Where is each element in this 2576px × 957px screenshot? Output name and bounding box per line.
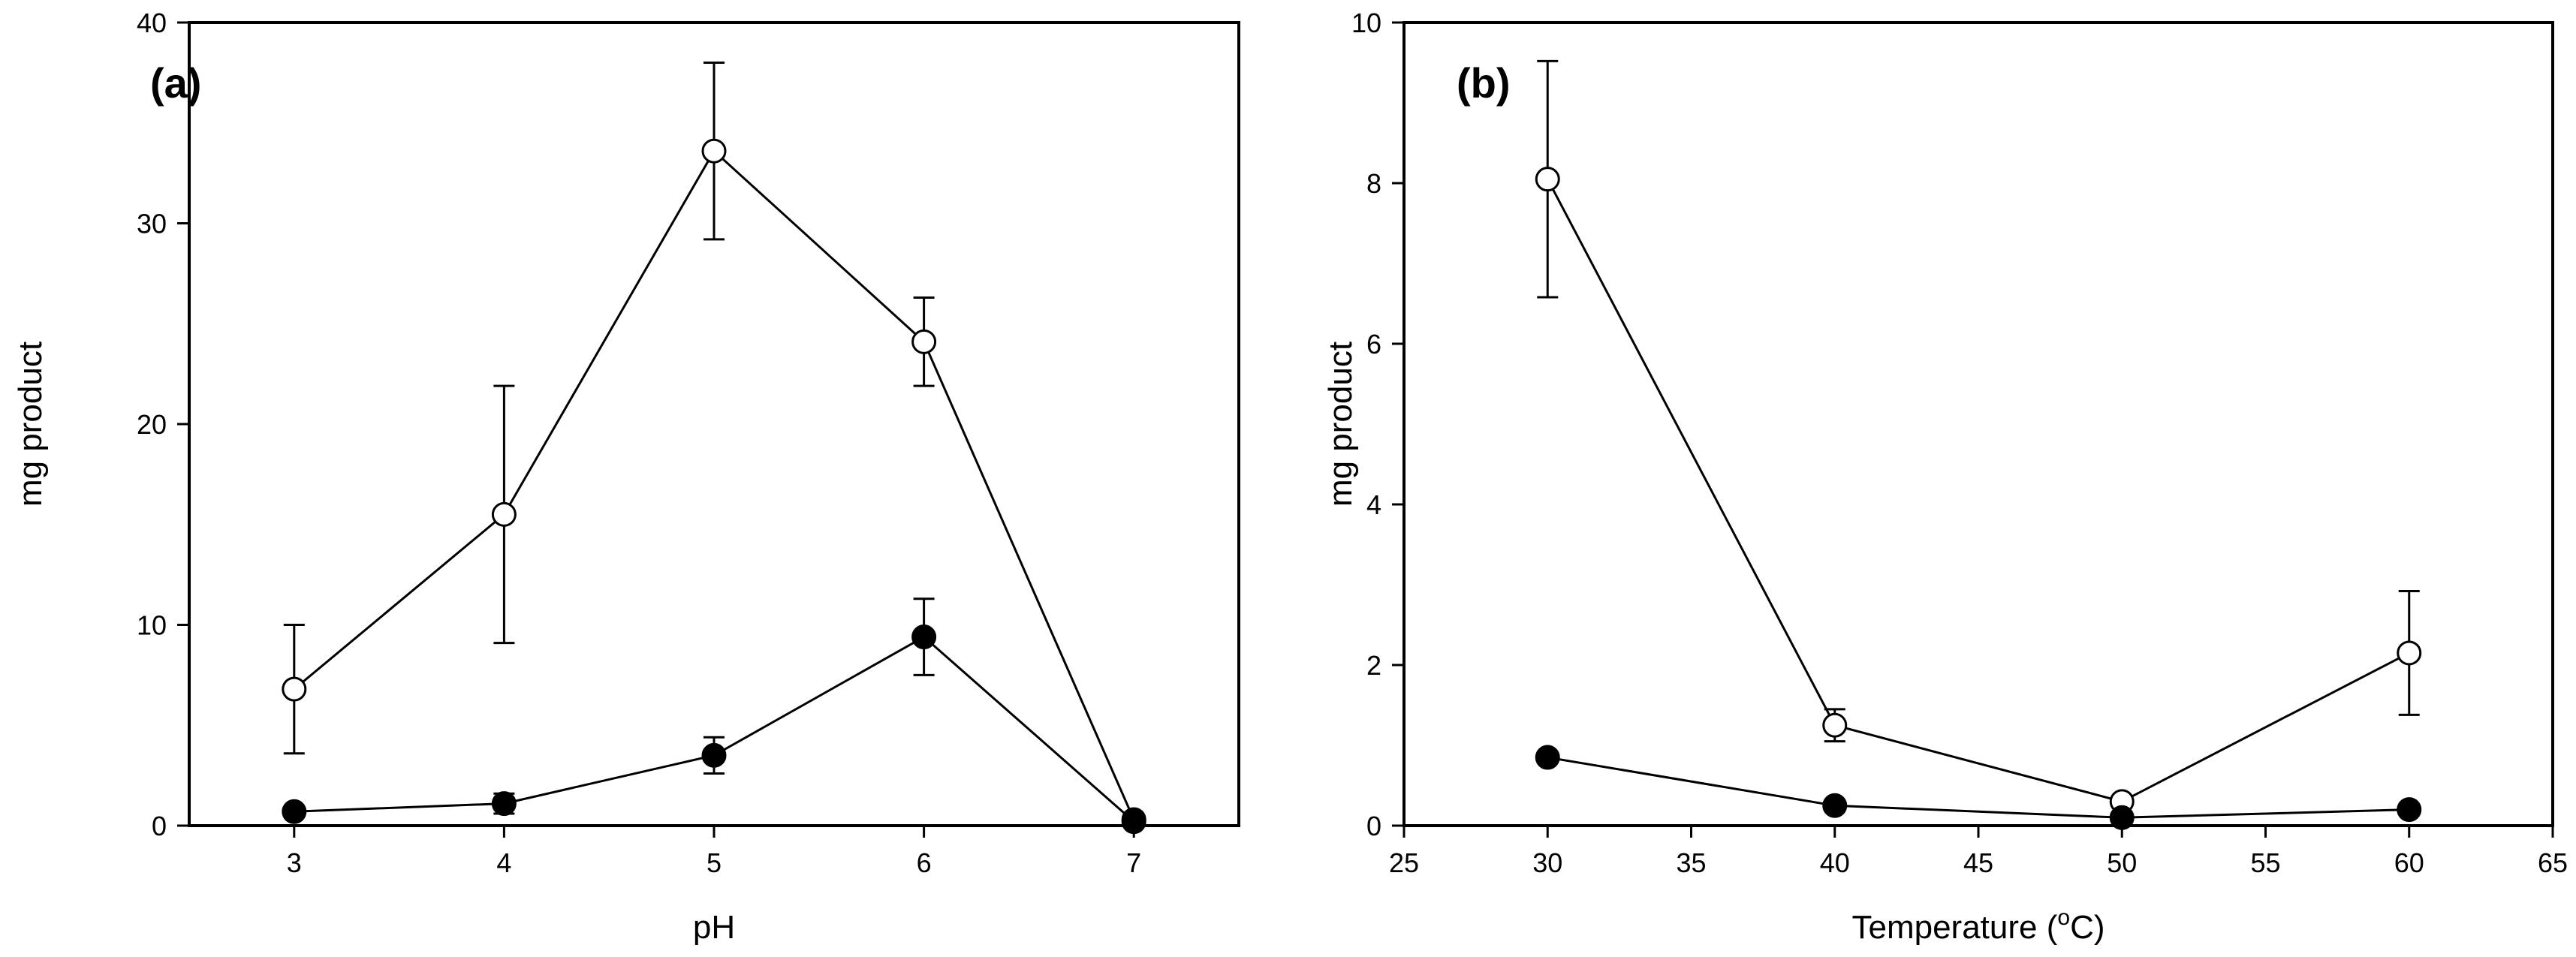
data-point-b-filled-3 [2397,797,2422,823]
data-point-b-open-1 [1822,712,1848,738]
x-tick-label-b-6: 55 [2250,847,2280,878]
tick-layer-a: 3 4 5 6 7 0 10 20 30 40 [137,8,1141,878]
chart-panel-a: 3 4 5 6 7 0 10 20 30 40 (a) pH mg product [12,8,1240,946]
x-axis-label-b-prefix: Temperature ( [1851,909,2057,946]
y-tick-label-a-1: 10 [137,610,167,641]
x-tick-label-a-4: 7 [1126,847,1141,878]
y-tick-label-b-2: 4 [1366,489,1381,520]
x-tick-label-b-1: 30 [1532,847,1562,878]
x-tick-label-a-3: 6 [917,847,932,878]
series-line-a-open [293,149,1135,820]
data-point-b-open-0 [1535,167,1560,192]
x-axis-label-b-suffix: C) [2070,909,2104,946]
y-tick-label-a-3: 30 [137,209,167,239]
y-tick-label-a-0: 0 [152,811,167,841]
data-point-a-open-0 [282,676,307,702]
y-tick-label-a-4: 40 [137,8,167,38]
y-tick-label-b-0: 0 [1366,811,1381,841]
y-tick-label-b-4: 8 [1366,168,1381,199]
series-layer-a [282,62,1146,835]
data-point-a-open-3 [911,329,937,354]
data-point-b-filled-1 [1822,793,1848,818]
y-axis-label-b: mg product [1322,342,1359,507]
x-tick-label-a-2: 5 [707,847,722,878]
series-line-b-filled [1547,756,2409,819]
x-tick-label-b-5: 50 [2107,847,2137,878]
y-tick-label-b-3: 6 [1366,329,1381,360]
y-axis-label-a: mg product [12,342,49,507]
x-tick-label-a-1: 4 [496,847,511,878]
y-tick-label-b-5: 10 [1351,8,1381,38]
panel-label-a: (a) [150,59,201,107]
x-tick-label-a-0: 3 [287,847,302,878]
x-tick-label-b-0: 25 [1389,847,1419,878]
x-tick-label-b-4: 45 [1963,847,1993,878]
panel-label-b: (b) [1457,59,1511,107]
x-axis-label-b-degree: o [2057,905,2070,930]
y-tick-label-b-1: 2 [1366,650,1381,681]
data-point-a-filled-1 [491,791,517,817]
chart-panel-b: 25 30 35 40 45 50 55 60 65 0 2 4 6 8 10 (b) Temperatur… [1322,8,2568,946]
series-line-b-open [1546,178,2410,803]
y-tick-label-a-2: 20 [137,409,167,440]
x-axis-label-b: Temperature (oC) [1851,905,2104,946]
data-point-a-filled-0 [282,799,307,824]
series-line-a-filled [294,635,1135,823]
x-tick-label-b-7: 60 [2394,847,2424,878]
plot-frame-b [1402,21,2554,827]
data-point-a-filled-2 [701,742,727,768]
data-point-b-filled-0 [1535,745,1560,770]
x-tick-label-b-2: 35 [1676,847,1706,878]
data-point-a-open-2 [701,138,727,164]
series-layer-b [1535,59,2422,830]
data-point-b-open-3 [2397,640,2422,666]
x-axis-label-a: pH [693,909,735,946]
x-tick-label-b-8: 65 [2538,847,2568,878]
tick-layer-b: 25 30 35 40 45 50 55 60 65 0 2 4 6 8 10 [1351,8,2568,878]
data-point-a-filled-3 [911,624,937,650]
data-point-b-filled-2 [2109,805,2135,830]
data-point-a-open-1 [491,501,517,527]
x-tick-label-b-3: 40 [1820,847,1850,878]
